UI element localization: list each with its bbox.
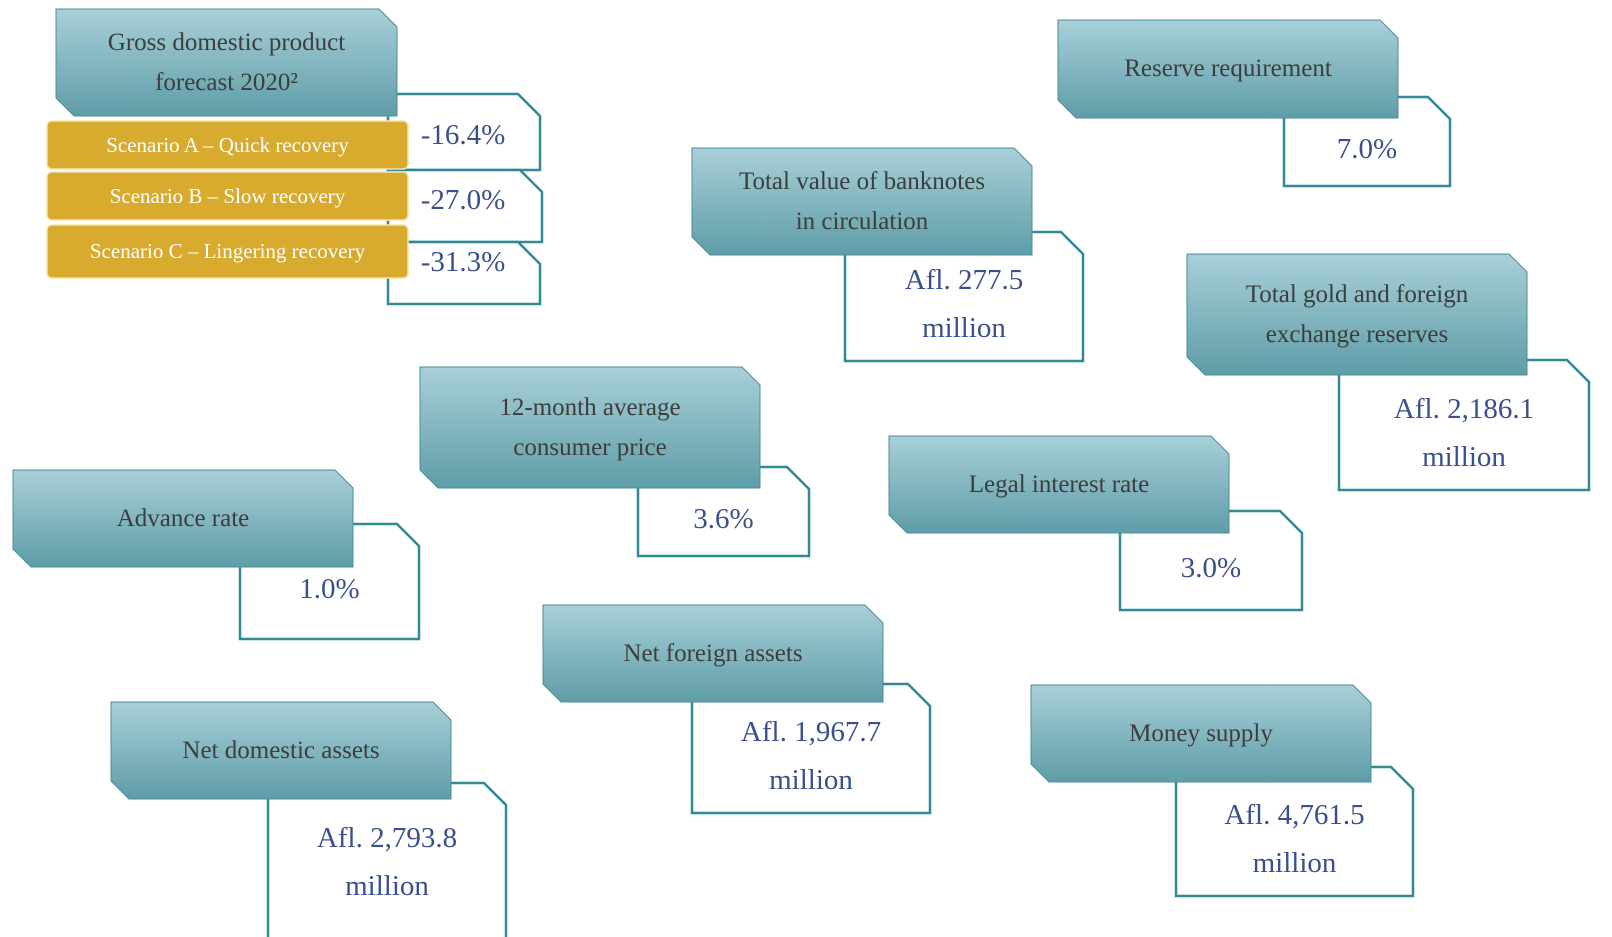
card-title: 12-month average consumer price: [499, 393, 681, 461]
scenario-value: -27.0%: [420, 183, 506, 216]
card-value: 7.0%: [1336, 133, 1398, 165]
scenario-value: -16.4%: [420, 118, 506, 151]
value-box: [1337, 358, 1591, 492]
card-value: 3.0%: [1180, 552, 1242, 584]
label-box: [55, 8, 398, 117]
label-box: [12, 469, 354, 568]
scenario-label: Scenario A – Quick recovery: [106, 132, 349, 157]
label-box: [419, 366, 761, 489]
card-value: Afl. 2,186.1 million: [1393, 392, 1535, 473]
value-box: [1118, 509, 1304, 612]
card-title: Total gold and foreign exchange reserves: [1245, 280, 1469, 348]
label-box: [691, 147, 1033, 256]
scenario-label: Scenario C – Lingering recovery: [89, 239, 366, 263]
label-box: [1186, 253, 1528, 376]
card-value: Afl. 2,793.8 million: [316, 821, 458, 902]
label-box: [110, 701, 452, 800]
value-box: [386, 240, 542, 306]
card-value: Afl. 277.5 million: [904, 264, 1024, 344]
card-value: Afl. 1,967.7 million: [740, 716, 882, 796]
card-value: 1.0%: [299, 573, 360, 605]
scenario-value: -31.3%: [420, 245, 506, 278]
card-title: Net domestic assets: [182, 736, 380, 764]
value-box: [1282, 95, 1452, 188]
card-title: Gross domestic product forecast 2020²: [107, 28, 346, 96]
card-title: Total value of banknotes in circulation: [738, 167, 986, 235]
scenario-label: Scenario B – Slow recovery: [109, 183, 346, 208]
card-title: Net foreign assets: [623, 639, 803, 667]
scenario-box: [46, 171, 409, 221]
card-title: Money supply: [1129, 719, 1273, 747]
card-title: Advance rate: [116, 504, 250, 532]
label-box: [542, 604, 884, 703]
value-box: [636, 465, 811, 558]
label-box: [1057, 19, 1399, 119]
card-title: Legal interest rate: [968, 470, 1150, 498]
scenario-box: [46, 120, 409, 170]
card-value: 3.6%: [693, 503, 754, 535]
scenario-box: [46, 224, 409, 279]
card-title: Reserve requirement: [1124, 55, 1332, 82]
card-value: Afl. 4,761.5 million: [1224, 799, 1365, 879]
label-box: [1030, 684, 1372, 783]
label-box: [888, 435, 1230, 534]
